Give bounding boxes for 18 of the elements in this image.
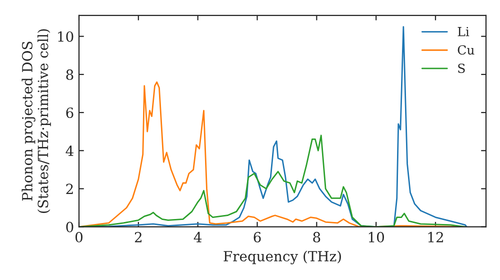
x-axis-title: Frequency (THz)	[224, 250, 341, 264]
y-tick-label: 0	[66, 222, 74, 232]
x-tick-label: 12	[428, 232, 443, 242]
y-tick-label: 2	[66, 184, 73, 194]
y-axis-title: Phonon projected DOS (States/THz·primitive cell)	[22, 29, 51, 213]
y-tick-label: 8	[66, 69, 74, 80]
x-tick-label: 10	[368, 232, 384, 242]
x-tick-label: 0	[75, 232, 82, 242]
legend-label: Cu	[458, 45, 474, 55]
x-tick-label: 6	[254, 232, 261, 242]
x-tick-label: 2	[134, 232, 142, 242]
y-tick-label: 10	[58, 31, 74, 42]
legend-label: Li	[458, 26, 470, 36]
y-tick-label: 4	[66, 146, 74, 156]
legend-label: S	[458, 64, 465, 74]
x-tick-label: 4	[194, 232, 202, 242]
x-tick-label: 8	[313, 232, 320, 242]
y-tick-label: 6	[66, 108, 74, 118]
